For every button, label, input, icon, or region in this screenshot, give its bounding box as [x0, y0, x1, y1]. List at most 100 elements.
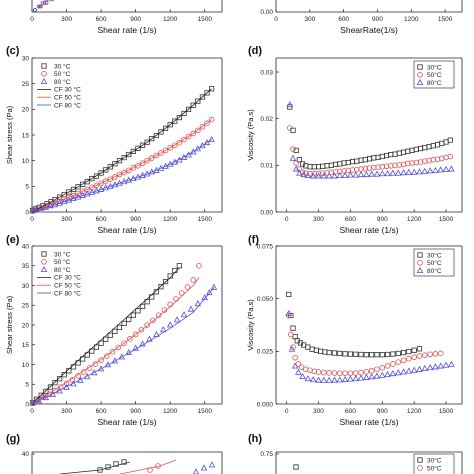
data-point — [336, 370, 343, 377]
data-point — [384, 351, 391, 358]
data-point — [186, 106, 192, 112]
data-point — [362, 157, 368, 163]
fit-line — [31, 139, 212, 213]
data-point — [121, 459, 127, 465]
legend-swatch — [416, 78, 424, 85]
data-point — [194, 145, 202, 152]
data-point — [347, 171, 354, 178]
fit-line — [31, 267, 180, 405]
x-tick-label: 0 — [285, 216, 289, 223]
data-point — [113, 461, 119, 467]
x-tick-label: 900 — [130, 408, 141, 415]
x-tick-label: 900 — [377, 216, 388, 223]
data-point — [320, 172, 328, 179]
data-point — [332, 161, 339, 167]
data-point — [144, 139, 150, 145]
legend-label: 30°C — [427, 456, 442, 464]
data-point — [144, 322, 150, 328]
data-point — [98, 170, 104, 176]
series-cf-80-c — [31, 139, 212, 213]
data-point — [102, 178, 109, 185]
legend: 30°C50°C80°C — [413, 60, 455, 89]
y-tick-label: 30 — [22, 55, 30, 62]
data-point — [394, 369, 402, 376]
data-point — [107, 176, 114, 182]
data-point — [400, 368, 407, 375]
data-point — [127, 336, 133, 342]
data-point — [204, 120, 210, 126]
data-point — [176, 114, 182, 121]
data-point — [139, 142, 146, 148]
data-point — [190, 102, 196, 108]
data-point — [47, 384, 54, 390]
data-point — [400, 357, 407, 364]
x-axis-title: Shear rate (1/s) — [97, 417, 156, 427]
x-tick-label: 600 — [345, 216, 356, 223]
data-point — [315, 376, 322, 383]
data-point — [292, 165, 300, 172]
data-point — [411, 347, 417, 353]
x-tick-label: 300 — [61, 216, 72, 223]
legend-label: 50°C — [427, 71, 442, 79]
panel-label: (c) — [6, 45, 20, 57]
data-point — [103, 167, 109, 173]
y-tick-label: 0.00 — [260, 209, 273, 216]
data-point — [189, 148, 197, 155]
x-tick-label: 300 — [313, 216, 324, 223]
data-point — [293, 464, 299, 470]
legend-swatch — [41, 63, 47, 69]
data-point — [390, 351, 396, 357]
data-point — [379, 364, 386, 371]
data-point — [439, 140, 445, 146]
y-axis-title: Viscosity (Pa.s) — [246, 109, 255, 161]
series-80-c — [29, 283, 218, 406]
legend-label: 80 °C — [54, 78, 71, 86]
y-tick-label: 0.00 — [260, 9, 273, 16]
data-point — [70, 192, 77, 199]
data-point — [42, 1, 47, 5]
data-point — [410, 366, 418, 373]
data-point — [126, 151, 132, 158]
data-point — [341, 160, 347, 166]
data-point — [331, 172, 338, 179]
data-point — [345, 159, 351, 166]
data-point — [447, 153, 454, 160]
series-50-c — [285, 312, 444, 377]
data-point — [194, 300, 202, 307]
x-tick-label: 1200 — [407, 408, 422, 415]
x-axis-title: ShearRate(1/s) — [340, 25, 398, 35]
data-point — [158, 284, 164, 290]
data-point — [81, 369, 87, 375]
data-point — [337, 350, 343, 357]
data-point — [206, 288, 213, 296]
data-point — [421, 352, 428, 358]
data-point — [200, 464, 208, 471]
data-point — [304, 171, 312, 179]
data-point — [315, 369, 322, 375]
data-point — [389, 370, 397, 377]
data-point — [44, 1, 49, 5]
y-tick-label: 0.050 — [257, 296, 274, 303]
data-point — [171, 158, 179, 165]
y-tick-label: 20 — [22, 107, 30, 114]
x-tick-label: 1200 — [163, 16, 178, 23]
data-point — [336, 376, 344, 383]
data-point — [86, 365, 93, 371]
legend-swatch — [417, 457, 423, 463]
data-point — [322, 349, 328, 355]
data-point — [437, 350, 444, 357]
data-point — [341, 375, 349, 382]
data-point — [358, 369, 364, 376]
data-point — [50, 0, 55, 2]
data-point — [347, 351, 354, 357]
panel-d: (d) 0 300 600 900 1200 1500 0.00 0.01 0.02 0.03 She… — [246, 45, 463, 235]
data-point — [396, 150, 402, 156]
data-point — [295, 368, 302, 375]
data-point — [121, 169, 127, 176]
legend-label: CF 30 °C — [54, 274, 81, 282]
data-point — [43, 388, 49, 394]
data-point — [318, 348, 324, 354]
data-point — [321, 369, 327, 376]
legend-swatch — [41, 258, 47, 265]
legend-label: 30°C — [427, 63, 442, 71]
